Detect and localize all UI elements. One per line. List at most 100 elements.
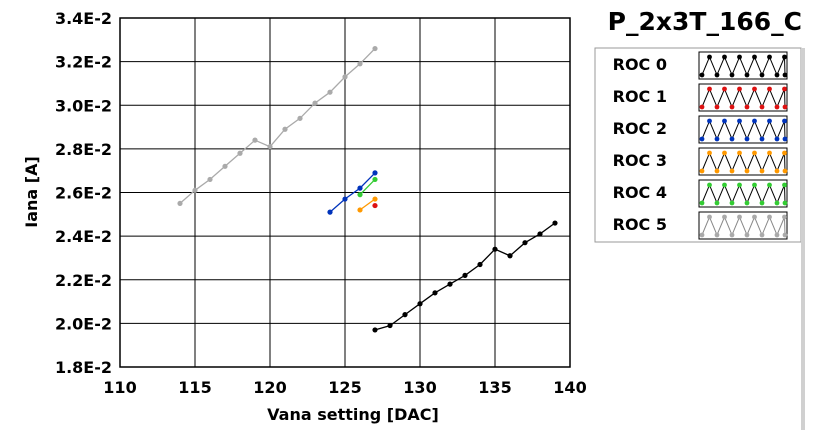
legend-swatch-marker [722,86,727,92]
legend-swatch-marker [767,118,772,124]
data-point [522,240,528,246]
series-line [359,198,376,211]
legend-swatch-marker [722,150,727,156]
data-point [222,163,228,169]
series-roc-2 [327,170,378,215]
series-line [179,48,376,204]
x-tick-label: 135 [478,378,511,397]
series-roc-0 [372,220,558,333]
legend-swatch-marker [714,72,720,78]
data-point [297,115,303,121]
data-point [357,185,363,191]
y-axis-title: Iana [A] [22,156,41,228]
legend-swatch-marker [714,136,720,142]
legend-swatch-marker [729,104,735,110]
legend-swatch-marker [752,54,757,60]
data-point [207,176,213,183]
legend-swatch-marker [729,168,735,174]
legend-swatch-marker [737,54,742,60]
legend-swatch-marker [729,200,735,206]
legend-swatch-marker [782,86,787,92]
legend-swatch-marker [729,72,735,78]
data-point [237,150,243,156]
series-roc-5 [177,45,378,207]
data-point [327,209,333,215]
legend-swatch-marker [744,72,750,78]
legend-swatch-marker [699,200,705,206]
data-point [552,220,558,226]
data-point [252,137,258,143]
legend-swatch-marker [714,168,720,174]
legend-swatch-marker [737,118,742,124]
legend-shadow [801,48,805,430]
data-point [372,196,378,202]
legend-swatch-marker [782,118,787,124]
legend-frame [594,47,802,243]
data-point [327,89,333,95]
data-point [372,176,378,183]
legend-swatch-marker [737,182,742,188]
legend-swatch-marker [782,168,788,174]
data-point [282,126,288,132]
data-point [402,312,408,318]
legend-label: ROC 0 [613,55,667,74]
legend-swatch-marker [767,86,772,92]
legend-swatch-marker [707,86,712,92]
x-tick-label: 110 [103,378,136,397]
legend-swatch-marker [759,168,765,174]
legend-entry: ROC 4 [613,179,788,208]
legend-swatch-marker [699,72,705,78]
legend-swatch-marker [774,136,780,142]
legend-swatch-marker [774,72,780,78]
legend-swatch-marker [774,168,780,174]
legend-swatch-marker [744,136,750,142]
legend-swatch-marker [722,118,727,124]
y-tick-label: 3.2E-2 [55,53,112,72]
data-point [312,100,318,106]
data-point [492,246,498,252]
legend-swatch-marker [782,54,787,60]
legend-swatch-marker [722,54,727,60]
data-point [537,231,543,237]
x-tick-label: 130 [403,378,436,397]
series-roc-4 [357,176,378,198]
y-tick-label: 2.8E-2 [55,140,112,159]
legend-swatch-marker [699,136,705,142]
legend-swatch-marker [752,150,757,156]
legend-swatch-marker [782,104,788,110]
data-point [477,261,483,268]
legend-swatch-marker [707,214,712,220]
legend-swatch-marker [752,118,757,124]
legend-swatch-marker [759,232,765,238]
legend-swatch-marker [759,104,765,110]
legend-swatch-marker [737,150,742,156]
chart-title: P_2x3T_166_C [608,7,802,36]
data-point [192,187,198,193]
data-point [387,322,393,329]
series-roc-1 [372,202,378,209]
legend-swatch-marker [714,232,720,238]
legend-swatch-marker [737,86,742,92]
legend-swatch-marker [744,168,750,174]
y-tick-label: 2.4E-2 [55,227,112,246]
legend-swatch-marker [707,54,712,60]
legend-swatch-marker [752,86,757,92]
legend-swatch-marker [744,232,750,238]
legend: ROC 0 ROC 1 ROC 2 ROC 3 ROC 4 ROC 5 [594,47,805,430]
data-point [372,45,378,52]
legend-swatch-marker [744,200,750,206]
legend-swatch-marker [737,214,742,220]
x-tick-labels: 110 115 120 125 130 135 140 [103,378,586,397]
legend-swatch-marker [759,200,765,206]
legend-entry: ROC 1 [613,83,788,112]
data-point [507,253,513,259]
x-tick-label: 120 [253,378,286,397]
x-tick-label: 140 [553,378,586,397]
legend-swatch-marker [707,118,712,124]
legend-swatch-marker [752,214,757,220]
legend-swatch-marker [767,150,772,156]
data-point [357,192,363,198]
legend-swatch-marker [699,168,705,174]
legend-swatch-marker [752,182,757,188]
